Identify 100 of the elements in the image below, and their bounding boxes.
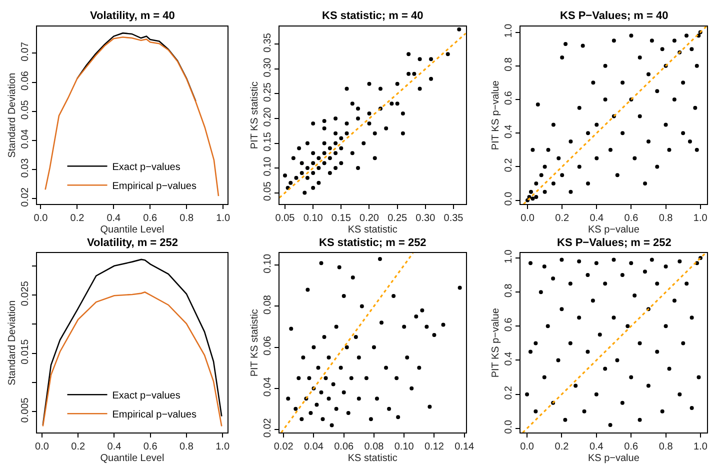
- x-tick-label: 1.0: [216, 442, 230, 453]
- x-tick-label: 0.0: [35, 442, 50, 453]
- x-tick-label: 0.0: [520, 442, 534, 453]
- y-tick-label: 0.02: [262, 418, 274, 438]
- x-tick-label: 0.4: [107, 442, 122, 453]
- x-tick-label: 0.12: [424, 442, 444, 453]
- point: [360, 304, 364, 308]
- y-tick-label: 0.06: [20, 70, 31, 90]
- x-tick-label: 0.20: [360, 213, 380, 224]
- x-axis-title: KS statistic: [348, 453, 398, 464]
- point: [312, 345, 316, 350]
- point: [334, 406, 338, 411]
- point: [294, 406, 298, 411]
- y-axis-title: PIT KS statistic: [249, 81, 260, 150]
- legend-label: Empirical p−values: [112, 180, 196, 192]
- y-axis-title: Standard Deviation: [6, 300, 18, 386]
- point: [428, 404, 432, 409]
- y-tick-label: 1.0: [503, 23, 514, 38]
- point: [342, 294, 346, 298]
- x-axis-title: Quantile Level: [100, 224, 164, 236]
- point: [368, 417, 373, 422]
- y-tick-label: 0.20: [262, 106, 274, 127]
- x-tick-label: 0.15: [331, 213, 352, 224]
- chart-title: Volatility, m = 252: [87, 237, 178, 249]
- y-axis-title: PIT KS statistic: [249, 309, 260, 377]
- y-tick-label: 0.8: [503, 56, 514, 72]
- x-tick-label: 0.25: [388, 213, 408, 224]
- point: [405, 356, 410, 360]
- point: [306, 288, 310, 292]
- point: [396, 415, 400, 420]
- point: [334, 324, 338, 329]
- x-axis-title: KS statistic: [348, 224, 398, 236]
- y-tick-label: 0.10: [262, 156, 274, 176]
- y-tick-label: 0.6: [503, 90, 514, 105]
- point: [338, 366, 343, 370]
- y-tick-label: 0.07: [20, 41, 31, 62]
- point: [387, 406, 392, 411]
- x-tick-label: 0.2: [555, 213, 570, 224]
- x-tick-label: 0.6: [143, 442, 158, 453]
- y-tick-label: 0.0: [503, 420, 514, 434]
- point: [349, 376, 354, 380]
- point: [458, 286, 462, 290]
- point: [392, 294, 396, 298]
- point: [308, 410, 313, 415]
- y-tick-label: 0.2: [503, 158, 514, 172]
- point: [322, 335, 326, 340]
- point: [314, 402, 319, 407]
- point: [346, 410, 350, 415]
- x-tick-label: 0.14: [454, 442, 475, 453]
- x-tick-label: 0.06: [334, 442, 354, 453]
- legend-label: Exact p−values: [112, 162, 180, 173]
- point: [301, 356, 306, 360]
- point: [364, 376, 368, 380]
- x-tick-label: 0.05: [275, 213, 296, 224]
- x-tick-label: 0.35: [444, 213, 464, 224]
- y-tick-label: 0.03: [20, 158, 31, 178]
- y-axis-title: PIT KS p−value: [490, 308, 502, 378]
- y-tick-label: 0.05: [262, 181, 274, 202]
- x-tick-label: 0.6: [624, 213, 639, 224]
- point: [432, 332, 436, 337]
- y-tick-label: 0.02: [20, 186, 31, 207]
- point: [410, 386, 414, 390]
- point: [307, 376, 312, 380]
- x-tick-label: 1.0: [694, 442, 708, 453]
- point: [331, 382, 336, 386]
- line-series: [42, 291, 222, 427]
- y-tick-label: 0.6: [503, 317, 514, 332]
- point: [319, 261, 324, 266]
- x-tick-label: 0.08: [364, 442, 384, 453]
- chart-title: KS P−Values; m = 40: [560, 10, 668, 22]
- point: [417, 366, 422, 370]
- x-tick-label: 0.6: [143, 213, 158, 224]
- x-tick-label: 0.2: [70, 213, 85, 224]
- x-tick-label: 0.8: [658, 213, 674, 224]
- x-axis-title: KS p−value: [588, 453, 640, 464]
- point: [384, 366, 388, 370]
- x-axis-title: KS p−value: [588, 224, 640, 236]
- x-tick-label: 0.0: [520, 213, 535, 224]
- x-tick-label: 0.2: [554, 442, 570, 453]
- x-tick-label: 0.6: [624, 442, 638, 453]
- y-axis-title: PIT KS p−value: [490, 80, 502, 150]
- x-tick-label: 0.8: [658, 442, 674, 453]
- point: [326, 396, 331, 401]
- point: [372, 345, 376, 350]
- point: [354, 335, 358, 340]
- point: [320, 417, 325, 422]
- x-tick-label: 0.4: [590, 213, 604, 224]
- point: [356, 396, 361, 401]
- y-tick-label: 0.015: [20, 338, 31, 364]
- chart-title: Volatility, m = 40: [90, 10, 175, 22]
- x-tick-label: 0.10: [394, 442, 414, 453]
- point: [380, 320, 384, 325]
- point: [394, 376, 399, 380]
- x-tick-label: 0.0: [34, 213, 48, 224]
- point: [414, 314, 418, 318]
- point: [344, 345, 349, 350]
- y-tick-label: 0.25: [262, 82, 274, 102]
- point: [326, 356, 331, 360]
- point: [324, 376, 328, 380]
- point: [420, 308, 424, 312]
